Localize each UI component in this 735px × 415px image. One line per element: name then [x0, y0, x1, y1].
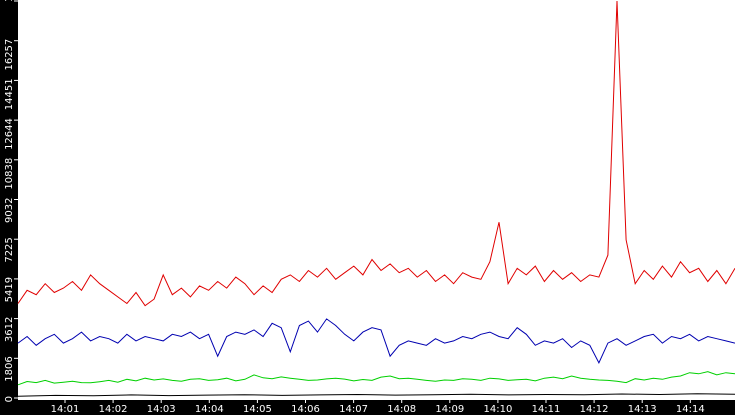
y-tick-label: 0 — [4, 396, 15, 402]
x-tick-label: 14:10 — [483, 404, 512, 415]
x-tick-label: 14:11 — [532, 404, 561, 415]
y-tick-label: 5419 — [4, 277, 15, 302]
y-tick-label: 12644 — [4, 118, 15, 150]
series-line — [17, 318, 735, 364]
y-axis-strip — [0, 0, 18, 415]
y-tick-label: 10838 — [4, 158, 15, 190]
y-tick-label: 16257 — [4, 39, 15, 71]
series-line — [17, 393, 735, 397]
y-tick-label: 7225 — [4, 237, 15, 262]
y-tick-label: 9032 — [4, 198, 15, 223]
series-line — [17, 371, 735, 386]
y-tick-label: 1806 — [4, 356, 15, 381]
x-tick-label: 14:02 — [99, 404, 128, 415]
y-tick-label: 3612 — [4, 317, 15, 342]
x-tick-label: 14:13 — [628, 404, 657, 415]
x-tick-label: 14:07 — [339, 404, 368, 415]
x-tick-label: 14:03 — [147, 404, 176, 415]
x-tick-label: 14:01 — [51, 404, 80, 415]
series-line — [17, 0, 735, 307]
x-tick-label: 14:14 — [676, 404, 705, 415]
x-tick-label: 14:05 — [243, 404, 272, 415]
y-tick-label: 18064 — [4, 0, 15, 2]
x-tick-label: 14:08 — [387, 404, 416, 415]
y-tick-label: 14451 — [4, 78, 15, 110]
x-tick-label: 14:06 — [291, 404, 320, 415]
x-tick-label: 14:04 — [195, 404, 224, 415]
x-tick-label: 14:12 — [580, 404, 609, 415]
x-axis-strip — [0, 400, 735, 415]
x-tick-label: 14:09 — [435, 404, 464, 415]
